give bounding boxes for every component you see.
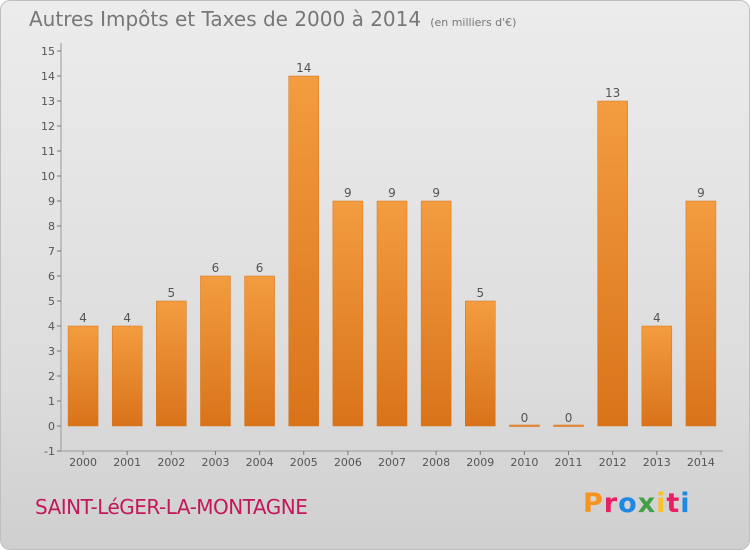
x-tick-label: 2009 <box>466 456 494 469</box>
y-tick-label: 10 <box>41 170 55 183</box>
y-tick-label: 7 <box>48 245 55 258</box>
chart-subtitle: (en milliers d'€) <box>430 16 517 29</box>
x-tick-label: 2004 <box>246 456 274 469</box>
y-tick-label: 2 <box>48 370 55 383</box>
bar-value-label: 5 <box>168 286 176 300</box>
bar <box>685 200 717 427</box>
x-tick-label: 2008 <box>422 456 450 469</box>
logo-letter: x <box>637 488 657 519</box>
y-tick-label: 9 <box>48 195 55 208</box>
y-tick-label: 14 <box>41 70 55 83</box>
bar <box>420 200 452 427</box>
bar-value-label: 9 <box>432 186 440 200</box>
bar-value-label: 5 <box>476 286 484 300</box>
bar-value-label: 0 <box>565 411 573 425</box>
bar-value-label: 6 <box>256 261 264 275</box>
bar <box>67 325 99 427</box>
logo-letter: o <box>618 488 638 519</box>
bar-value-label: 4 <box>653 311 661 325</box>
y-tick-label: 12 <box>41 120 55 133</box>
chart-header: Autres Impôts et Taxes de 2000 à 2014 (e… <box>29 7 516 31</box>
bar <box>641 325 673 427</box>
x-tick-label: 2006 <box>334 456 362 469</box>
bar <box>156 300 187 427</box>
y-tick-label: 15 <box>41 45 55 58</box>
bar-value-label: 9 <box>388 186 396 200</box>
bar-value-label: 9 <box>344 186 352 200</box>
x-tick-label: 2014 <box>687 456 715 469</box>
x-tick-label: 2007 <box>378 456 406 469</box>
bar-value-label: 13 <box>605 86 620 100</box>
logo-letter: i <box>680 488 691 519</box>
proxiti-logo: Proxiti <box>583 488 691 519</box>
y-tick-label: 6 <box>48 270 55 283</box>
x-tick-label: 2010 <box>510 456 538 469</box>
bar-value-label: 0 <box>521 411 529 425</box>
y-tick-label: 3 <box>48 345 55 358</box>
bar <box>597 100 628 427</box>
x-tick-label: 2000 <box>69 456 97 469</box>
x-tick-label: 2013 <box>643 456 671 469</box>
y-tick-label: 5 <box>48 295 55 308</box>
bar <box>111 325 143 427</box>
bar <box>332 200 364 427</box>
x-tick-label: 2011 <box>555 456 583 469</box>
bar <box>465 300 496 427</box>
x-tick-label: 2003 <box>201 456 229 469</box>
logo-letter: i <box>656 488 667 519</box>
y-tick-label: 4 <box>48 320 55 333</box>
y-tick-label: 1 <box>48 395 55 408</box>
x-tick-label: 2001 <box>113 456 141 469</box>
y-tick-label: 13 <box>41 95 55 108</box>
bar <box>376 200 408 427</box>
bar-value-label: 4 <box>79 311 87 325</box>
bar <box>288 75 319 427</box>
logo-letter: r <box>603 488 619 519</box>
y-tick-label: 8 <box>48 220 55 233</box>
logo-letter: P <box>583 488 604 519</box>
bar <box>553 424 584 427</box>
x-tick-label: 2002 <box>157 456 185 469</box>
y-tick-label: 0 <box>48 420 55 433</box>
bar <box>509 424 540 427</box>
bar <box>244 275 275 427</box>
bar <box>200 275 231 427</box>
logo-letter: t <box>666 488 681 519</box>
x-tick-label: 2005 <box>290 456 318 469</box>
bar-value-label: 6 <box>212 261 220 275</box>
commune-name: SAINT-LéGER-LA-MONTAGNE <box>35 495 308 519</box>
x-tick-label: 2012 <box>599 456 627 469</box>
chart-title: Autres Impôts et Taxes de 2000 à 2014 <box>29 7 422 31</box>
bar-value-label: 9 <box>697 186 705 200</box>
bar-value-label: 4 <box>123 311 131 325</box>
y-tick-label: 11 <box>41 145 55 158</box>
y-tick-label: -1 <box>44 445 55 458</box>
bar-value-label: 14 <box>296 61 311 75</box>
